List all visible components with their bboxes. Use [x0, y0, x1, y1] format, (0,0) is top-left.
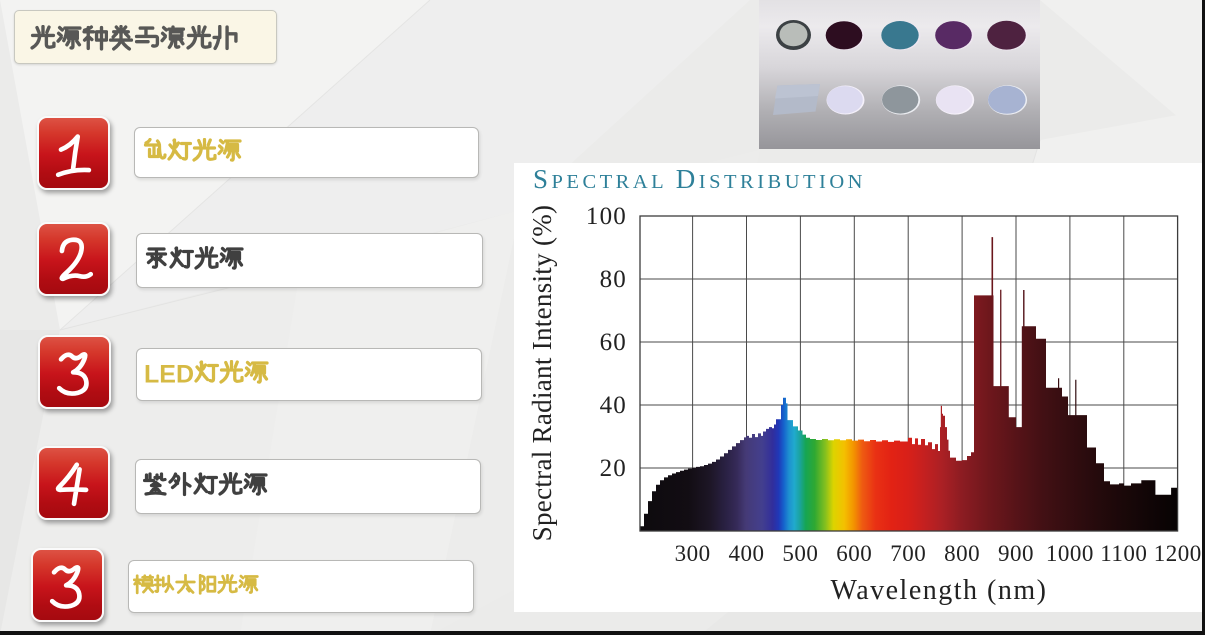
svg-text:1000: 1000: [1046, 541, 1094, 566]
svg-text:900: 900: [998, 541, 1034, 566]
svg-text:700: 700: [890, 541, 926, 566]
svg-text:300: 300: [675, 541, 711, 566]
svg-text:40: 40: [600, 392, 627, 419]
svg-text:SPECTRAL DISTRIBUTION: SPECTRAL DISTRIBUTION: [533, 164, 866, 194]
svg-text:400: 400: [729, 541, 765, 566]
svg-text:60: 60: [600, 329, 627, 356]
svg-text:100: 100: [586, 203, 627, 230]
svg-text:Wavelength (nm): Wavelength (nm): [831, 575, 1048, 606]
svg-text:600: 600: [836, 541, 872, 566]
svg-text:1200: 1200: [1154, 541, 1202, 566]
svg-text:Spectral Radiant Intensity (%): Spectral Radiant Intensity (%): [527, 205, 557, 542]
svg-text:20: 20: [600, 455, 627, 482]
svg-text:80: 80: [600, 266, 627, 293]
svg-text:1100: 1100: [1100, 541, 1147, 566]
svg-text:500: 500: [782, 541, 818, 566]
svg-text:800: 800: [944, 541, 980, 566]
